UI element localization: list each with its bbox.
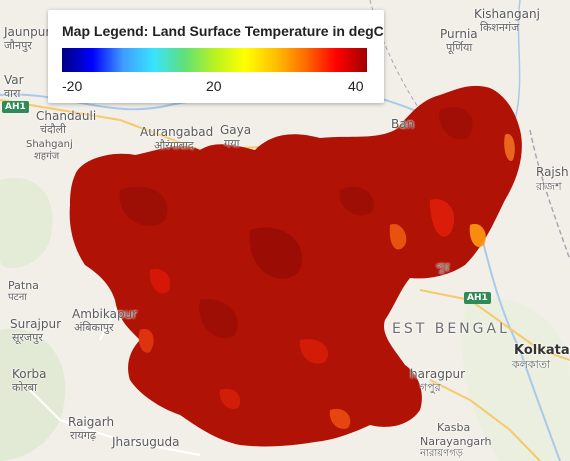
- place-label-purulia-bengali: পুর: [436, 261, 450, 274]
- place-label-kharagpur-bengali: গপুর: [420, 381, 441, 394]
- legend-mid-label: 20: [206, 78, 222, 94]
- vegetation-area: [461, 298, 570, 461]
- place-label-surajpur-hindi: सूरजपुर: [12, 331, 43, 344]
- place-label-ambikapur: Ambikapur: [72, 307, 138, 321]
- place-label-shahganj-hindi: शहगंज: [34, 151, 60, 162]
- place-label-raigarh: Raigarh: [68, 415, 115, 429]
- place-label-kolkata: Kolkata: [514, 343, 570, 358]
- place-label-kharagpur: haragpur: [410, 367, 466, 381]
- hot-patch: [299, 339, 329, 364]
- place-label-narayangarh-bengali: নারায়ণগড়: [420, 448, 463, 459]
- hot-patch: [149, 269, 171, 294]
- legend-color-ramp: [62, 48, 367, 72]
- cool-patch: [119, 186, 168, 226]
- place-label-chandauli-hindi: चंदौली: [40, 123, 66, 136]
- place-label-kasba: Kasba: [437, 421, 471, 434]
- map-legend: Map Legend: Land Surface Temperature in …: [48, 10, 384, 103]
- place-label-jaunpur: Jaunpur: [4, 25, 51, 39]
- highway-road: [429, 379, 541, 461]
- legend-max-label: 40: [348, 78, 364, 94]
- place-label-kishanganj-hindi: किशनगंज: [480, 21, 520, 34]
- vegetation-area: [0, 178, 53, 269]
- place-label-banka: Ban: [391, 117, 415, 131]
- place-label-patna-hindi: पटना: [8, 292, 27, 303]
- hot-patch: [219, 388, 241, 409]
- hot-patch: [329, 408, 351, 429]
- place-label-shahganj: Shahganj: [26, 139, 73, 150]
- place-label-korba: Korba: [12, 367, 47, 381]
- cool-patch: [249, 227, 302, 279]
- cool-patch: [339, 186, 374, 216]
- legend-title: Map Legend: Land Surface Temperature in …: [62, 23, 384, 39]
- place-label-ambikapur-hindi: अंबिकापुर: [74, 321, 114, 334]
- place-label-aurangabad: Aurangabad: [140, 125, 214, 139]
- highway-shield-ah1: AH1: [464, 292, 491, 304]
- place-label-narayangarh: Narayangarh: [420, 435, 492, 448]
- road: [29, 389, 201, 456]
- highway-road: [419, 289, 570, 361]
- country-border: [529, 129, 570, 261]
- hot-patch: [138, 329, 154, 353]
- cool-patch: [199, 299, 238, 339]
- place-label-kolkata-bengali: কলকাতা: [512, 358, 551, 371]
- place-label-korba-hindi: कोरबा: [12, 381, 37, 394]
- place-label-patna: Patna: [8, 279, 39, 292]
- hot-patch: [504, 134, 515, 161]
- place-label-aurangabad-hindi: औरंगाबाद: [154, 139, 194, 152]
- legend-min-label: -20: [62, 78, 83, 94]
- river: [514, 0, 521, 121]
- place-label-varanasi-hindi: वारा: [4, 87, 21, 100]
- temperature-overlay: [69, 85, 522, 447]
- place-label-jaunpur-hindi: जौनपुर: [4, 39, 32, 52]
- vegetation-area: [0, 328, 66, 461]
- river-hooghly: [479, 229, 561, 461]
- place-label-chandauli: Chandauli: [36, 109, 97, 123]
- place-label-purnia-hindi: पूर्णिया: [446, 41, 473, 54]
- place-label-jharsuguda: Jharsuguda: [112, 435, 180, 449]
- place-label-kishanganj: Kishanganj: [474, 7, 540, 21]
- place-label-surajpur: Surajpur: [10, 317, 61, 331]
- hot-patch: [469, 223, 486, 248]
- place-label-gaya-hindi: गया: [224, 137, 240, 150]
- region-label-west-bengal: EST BENGAL: [392, 321, 510, 337]
- place-label-gaya: Gaya: [220, 123, 252, 137]
- place-label-purnia: Purnia: [440, 27, 478, 41]
- hot-patch: [430, 199, 455, 237]
- hot-patch: [389, 224, 407, 250]
- cool-patch: [439, 106, 473, 140]
- highway-shield-ah1: AH1: [2, 101, 29, 113]
- place-label-raigarh-hindi: रायगढ़: [70, 429, 97, 442]
- place-label-varanasi: Var: [4, 73, 24, 87]
- place-label-rajshahi: Rajsh: [536, 165, 569, 179]
- place-label-rajshahi-bengali: রাজশ: [536, 180, 562, 193]
